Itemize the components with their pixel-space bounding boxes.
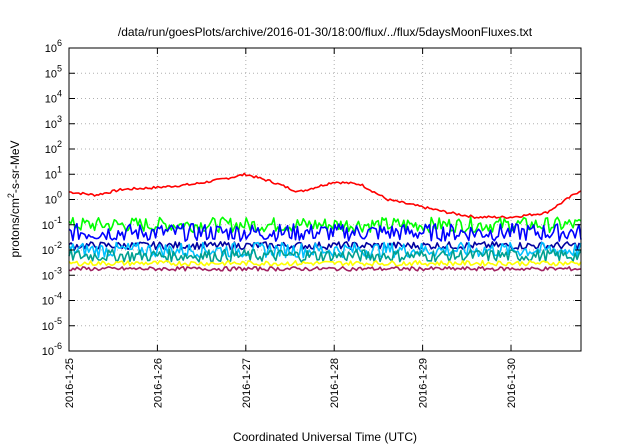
series-line — [68, 241, 582, 259]
y-tick-label: 106 — [45, 38, 62, 55]
grid — [69, 48, 581, 351]
y-axis: 10-6 10-5 10-4 10-3 10-2 10-1 100 101 102 103 104 1… — [42, 38, 581, 358]
y-axis-label: protons/cm2-s-sr-MeV — [6, 140, 22, 257]
y-tick-label: 10-5 — [42, 316, 62, 333]
y-tick-label: 10-3 — [42, 265, 62, 282]
y-tick-label: 100 — [45, 190, 62, 207]
y-tick-label: 101 — [45, 164, 62, 181]
y-tick-label: 10-1 — [42, 215, 62, 232]
x-tick-label: 2016-1-30 — [506, 358, 518, 408]
series-line — [68, 259, 582, 267]
x-tick-label: 2016-1-29 — [418, 358, 430, 408]
x-tick-label: 2016-1-25 — [64, 358, 76, 408]
series-group — [68, 172, 582, 272]
x-axis-label: Coordinated Universal Time (UTC) — [233, 430, 417, 444]
x-axis: 2016-1-25 2016-1-26 2016-1-27 2016-1-28 2016… — [64, 48, 518, 408]
x-tick-label: 2016-1-26 — [152, 358, 164, 408]
series-line — [68, 172, 582, 219]
y-tick-label: 10-4 — [42, 291, 62, 308]
series-line — [68, 241, 582, 251]
y-tick-label: 105 — [45, 63, 62, 80]
y-tick-label: 103 — [45, 114, 62, 131]
y-tick-label: 10-2 — [42, 240, 62, 257]
chart-title: /data/run/goesPlots/archive/2016-01-30/1… — [118, 25, 533, 39]
x-tick-label: 2016-1-28 — [329, 358, 341, 408]
y-tick-label: 102 — [45, 139, 62, 156]
x-tick-label: 2016-1-27 — [241, 358, 253, 408]
series-line — [68, 265, 582, 272]
y-tick-label: 104 — [45, 89, 62, 106]
y-tick-label: 10-6 — [42, 341, 62, 358]
series-line — [68, 222, 582, 242]
series-line — [68, 248, 582, 263]
